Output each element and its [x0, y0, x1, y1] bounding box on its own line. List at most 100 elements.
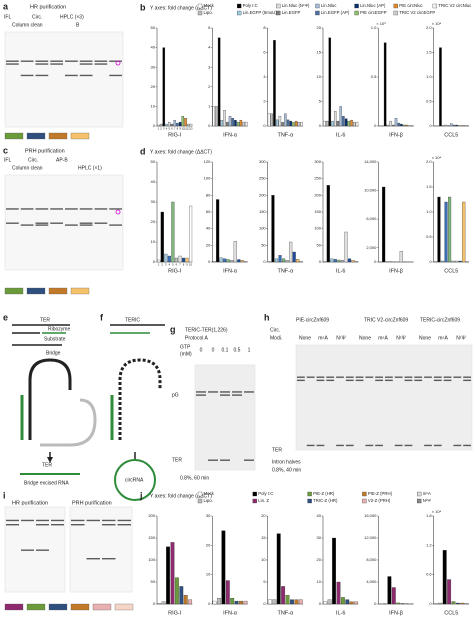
- y-tick-label: 200: [314, 192, 321, 197]
- legend-swatch: [362, 498, 367, 504]
- gel-band: [79, 224, 93, 226]
- bar: [391, 587, 396, 605]
- modification: m⁶A: [438, 335, 448, 341]
- legend-label: TRIC V2 circNluc: [438, 3, 472, 8]
- gel-band: [433, 379, 442, 382]
- bar: [392, 124, 395, 127]
- gel-band: [336, 376, 344, 378]
- y-tick-label: 50: [261, 242, 266, 247]
- y-tick-label: 4: [208, 45, 211, 50]
- y-tick-label: 100: [259, 226, 266, 231]
- panel-title: PRH purification: [25, 148, 65, 154]
- bar: [323, 120, 326, 127]
- gel-band: [35, 60, 49, 62]
- bar: [276, 533, 281, 605]
- bar: [382, 186, 386, 263]
- subplot-title: RIG-I: [168, 132, 182, 138]
- bar: [294, 599, 299, 605]
- bar-number: 2: [162, 263, 164, 267]
- y-tick-label: 0: [153, 123, 156, 128]
- gel-band: [433, 376, 442, 378]
- y-tick-label: 60: [206, 209, 211, 214]
- gel-band: [443, 376, 452, 378]
- gel-band: [414, 376, 423, 378]
- gel: [69, 506, 133, 593]
- y-tick-label: 4,000: [366, 579, 377, 584]
- legend-swatch: [307, 498, 312, 504]
- gel-band: [385, 376, 393, 378]
- bar: [294, 120, 298, 127]
- step: IFL: [4, 14, 11, 20]
- y-tick-label: 20: [206, 542, 211, 547]
- bar: [228, 116, 232, 127]
- gel-band: [109, 224, 122, 226]
- legend-label: Mock: [204, 3, 215, 8]
- marker: [115, 60, 121, 66]
- y-tick-label: 40: [206, 226, 211, 231]
- y-tick-label: 0: [208, 123, 211, 128]
- bar: [296, 259, 300, 263]
- modification: None: [419, 335, 431, 341]
- bar: [274, 258, 279, 263]
- y-tick-label: 5: [208, 25, 211, 30]
- bar: [212, 261, 216, 263]
- subplot-title: RIG-I: [168, 610, 182, 616]
- legend-label: Lin.Nluc (AP): [360, 3, 386, 8]
- bar: [281, 586, 286, 605]
- y-tick-label: 120: [204, 159, 211, 164]
- panel-letter: e: [3, 312, 8, 322]
- gel-band: [414, 379, 423, 382]
- gel-band: [326, 376, 335, 378]
- bar: [458, 260, 462, 263]
- label: 0.8%, 40 min: [272, 467, 301, 473]
- bar: [402, 124, 406, 127]
- legend-label: TRIC-Z (HR): [313, 498, 338, 503]
- legend-swatch: [354, 10, 359, 16]
- gel: [194, 364, 256, 471]
- legend-swatch: [307, 491, 312, 497]
- y-tick-label: 20: [317, 557, 322, 562]
- bar: [299, 261, 303, 263]
- swatch: [70, 132, 90, 140]
- label: TER: [42, 462, 52, 468]
- panel-letter: h: [264, 312, 270, 322]
- panel-letter: j: [139, 490, 143, 500]
- axis-scale: × 10⁴: [432, 509, 442, 514]
- swatch: [4, 287, 24, 295]
- bar: [298, 599, 303, 605]
- bar: [164, 253, 168, 263]
- y-tick-label: 200: [148, 513, 155, 518]
- lane-label: 0.1: [222, 347, 229, 353]
- gel-band: [355, 376, 364, 378]
- bar: [400, 603, 405, 605]
- gel-band: [20, 74, 34, 77]
- bar: [236, 121, 240, 127]
- swatch: [70, 287, 90, 295]
- bar: [234, 600, 239, 605]
- bar: [173, 119, 176, 127]
- y-tick-label: 0: [429, 259, 432, 264]
- bar: [331, 120, 334, 127]
- bar: [187, 123, 190, 127]
- y-tick-label: 15: [317, 50, 322, 55]
- y-tick-label: 6,000: [366, 216, 377, 221]
- gel: [4, 31, 124, 128]
- panel-title: HR purification: [30, 4, 66, 10]
- gel-band: [385, 379, 393, 382]
- gel-band: [79, 208, 93, 210]
- bar: [438, 602, 443, 605]
- axis-scale: × 10⁴: [432, 21, 442, 26]
- bar: [297, 122, 301, 127]
- subplot-title: IL-6: [336, 268, 345, 274]
- y-tick-label: 0.5: [426, 234, 432, 239]
- band-label: TER: [172, 457, 182, 463]
- legend-label: Mock: [204, 491, 215, 496]
- bar: [217, 37, 221, 127]
- step: Column clean: [12, 165, 43, 171]
- step: Circ.: [32, 14, 42, 20]
- bar: [387, 576, 392, 605]
- subplot-title: IFN-α: [223, 132, 238, 138]
- y-tick-label: 0: [429, 123, 432, 128]
- swatch: [26, 603, 46, 611]
- label: GTP: [180, 344, 191, 350]
